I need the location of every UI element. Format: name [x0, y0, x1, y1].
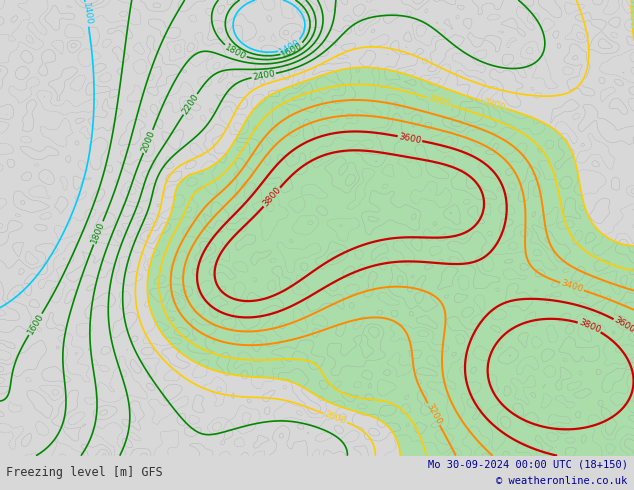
- Text: 2800: 2800: [626, 4, 634, 27]
- Text: 2200: 2200: [180, 92, 200, 116]
- Text: 1600: 1600: [25, 312, 45, 337]
- Text: 3800: 3800: [577, 318, 602, 335]
- Text: 3000: 3000: [427, 94, 451, 109]
- Text: 1600: 1600: [280, 41, 304, 59]
- Text: 3400: 3400: [560, 279, 585, 294]
- Text: 1400: 1400: [278, 38, 302, 57]
- Text: 2000: 2000: [139, 129, 157, 154]
- Text: 2600: 2600: [323, 410, 347, 426]
- Text: © weatheronline.co.uk: © weatheronline.co.uk: [496, 476, 628, 486]
- Text: 3800: 3800: [261, 186, 283, 209]
- Text: 2800: 2800: [482, 97, 507, 113]
- Text: 1400: 1400: [81, 2, 93, 26]
- Text: 3200: 3200: [424, 402, 443, 426]
- Text: 3600: 3600: [398, 132, 422, 145]
- Text: 1800: 1800: [90, 220, 107, 245]
- Text: 3600: 3600: [612, 316, 634, 335]
- Text: Freezing level [m] GFS: Freezing level [m] GFS: [6, 466, 163, 479]
- Text: 1800: 1800: [223, 43, 247, 61]
- Text: 2400: 2400: [252, 69, 276, 82]
- Text: Mo 30-09-2024 00:00 UTC (18+150): Mo 30-09-2024 00:00 UTC (18+150): [428, 459, 628, 469]
